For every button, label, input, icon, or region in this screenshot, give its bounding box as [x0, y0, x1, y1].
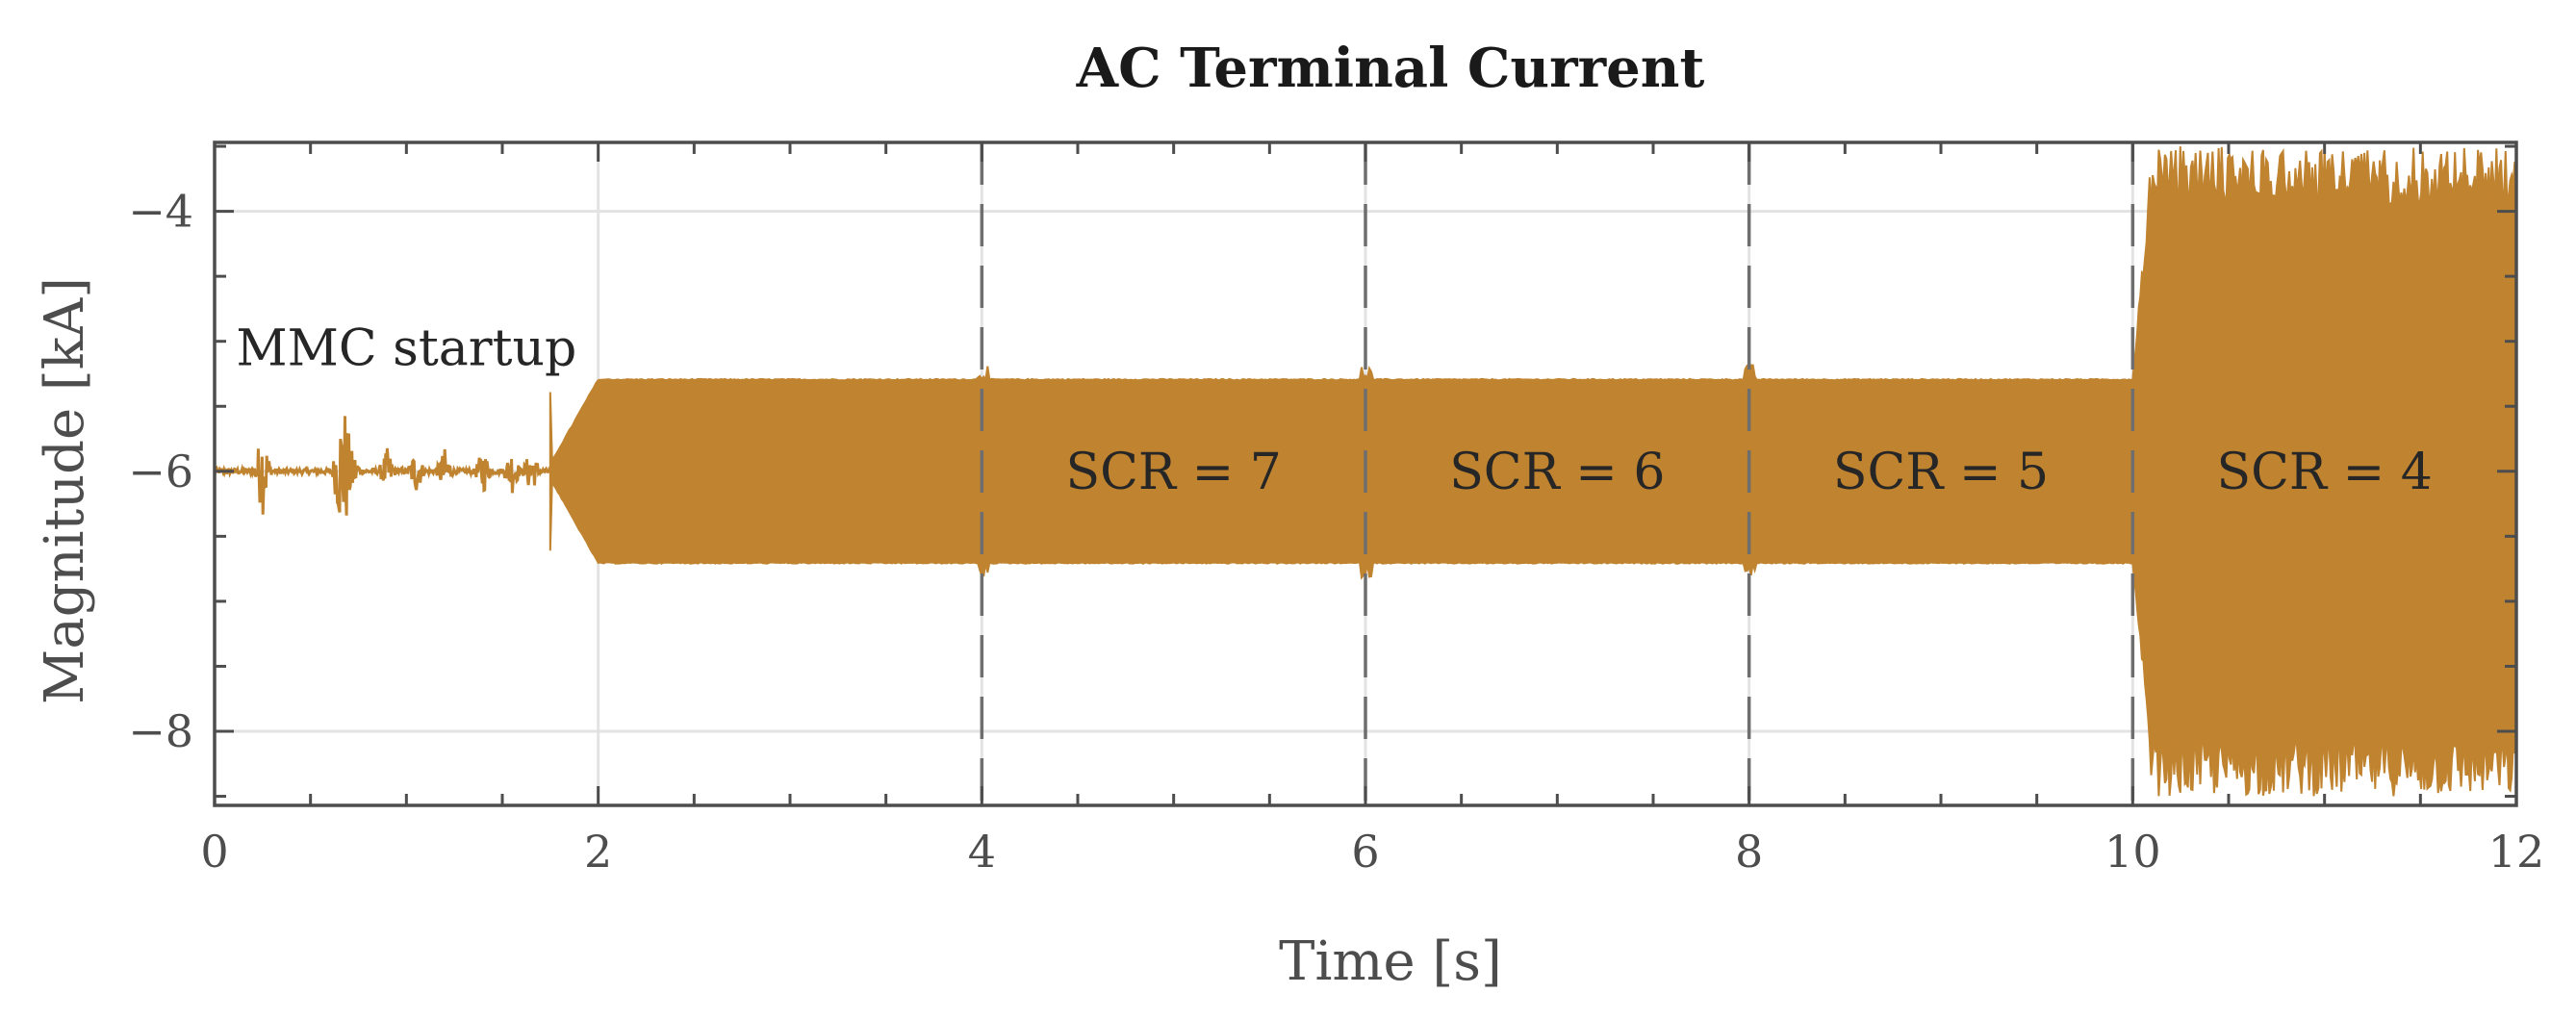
x-tick-label: 10	[2104, 826, 2161, 878]
annotation-layer: MMC startup SCR = 7 SCR = 6 SCR = 5 SCR = 4	[236, 319, 2432, 500]
tick-layer: 0 2 4 6 8 10 12 −8 −6 −4	[128, 142, 2544, 878]
series-line-startup	[213, 416, 551, 516]
data-layer	[213, 146, 2517, 797]
y-tick-label: −6	[128, 446, 193, 497]
x-tick-label: 8	[1735, 826, 1763, 878]
x-tick-label: 4	[968, 826, 996, 878]
x-tick-label: 0	[200, 826, 228, 878]
x-tick-label: 2	[584, 826, 612, 878]
vline-layer	[980, 142, 2135, 805]
y-tick-label: −4	[128, 186, 193, 238]
annotation-label: SCR = 4	[2217, 444, 2433, 501]
y-tick-label: −8	[128, 705, 193, 757]
chart-title: AC Terminal Current	[1076, 37, 1705, 100]
x-tick-label: 6	[1351, 826, 1379, 878]
x-axis-label: Time [s]	[1279, 930, 1502, 993]
x-tick-label: 12	[2488, 826, 2545, 878]
annotation-label: SCR = 7	[1066, 444, 1282, 501]
annotation-label: SCR = 6	[1449, 444, 1665, 501]
y-axis-label: Magnitude [kA]	[34, 277, 96, 704]
annotation-label: SCR = 5	[1833, 444, 2049, 501]
annotation-label: MMC startup	[236, 319, 576, 377]
